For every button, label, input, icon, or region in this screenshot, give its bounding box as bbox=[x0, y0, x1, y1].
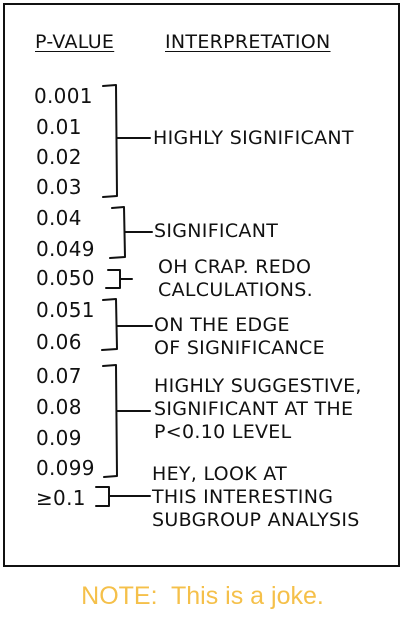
pvalue-0.099: 0.099 bbox=[36, 456, 95, 480]
pvalue-0.03: 0.03 bbox=[36, 175, 82, 199]
bracket-subgroup bbox=[95, 486, 151, 507]
pvalue-0.02: 0.02 bbox=[36, 145, 82, 169]
bracket-highly-significant bbox=[102, 84, 151, 198]
bracket-oh-crap bbox=[105, 269, 133, 289]
interp-subgroup: HEY, LOOK AT THIS INTERESTING SUBGROUP A… bbox=[152, 463, 360, 531]
pvalue-0.050: 0.050 bbox=[36, 266, 95, 290]
pvalue-0.01: 0.01 bbox=[36, 115, 82, 139]
pvalue-0.07: 0.07 bbox=[36, 364, 82, 388]
comic-panel bbox=[3, 3, 400, 567]
interp-significant: SIGNIFICANT bbox=[154, 220, 279, 242]
pvalue-0.06: 0.06 bbox=[36, 330, 82, 354]
pvalue-header: P-VALUE bbox=[35, 31, 115, 53]
bracket-significant bbox=[109, 206, 153, 259]
joke-note: NOTE: This is a joke. bbox=[81, 582, 324, 610]
interp-oh-crap: OH CRAP. REDO CALCULATIONS. bbox=[158, 256, 313, 301]
interp-highly-significant: HIGHLY SIGNIFICANT bbox=[153, 127, 354, 149]
bracket-suggestive bbox=[102, 364, 151, 478]
pvalue-0.04: 0.04 bbox=[36, 206, 82, 230]
pvalue-0.09: 0.09 bbox=[36, 426, 82, 450]
pvalue-0.08: 0.08 bbox=[36, 395, 82, 419]
interpretation-header: INTERPRETATION bbox=[165, 31, 331, 53]
pvalue-0.001: 0.001 bbox=[34, 84, 93, 108]
bracket-edge bbox=[101, 298, 153, 351]
pvalue-0.049: 0.049 bbox=[36, 237, 95, 261]
interp-suggestive: HIGHLY SUGGESTIVE, SIGNIFICANT AT THE P<… bbox=[154, 375, 362, 443]
interp-edge: ON THE EDGE OF SIGNIFICANCE bbox=[154, 314, 325, 359]
pvalue-0.051: 0.051 bbox=[36, 298, 95, 322]
pvalue-ge-0.1: ≥0.1 bbox=[36, 486, 86, 510]
